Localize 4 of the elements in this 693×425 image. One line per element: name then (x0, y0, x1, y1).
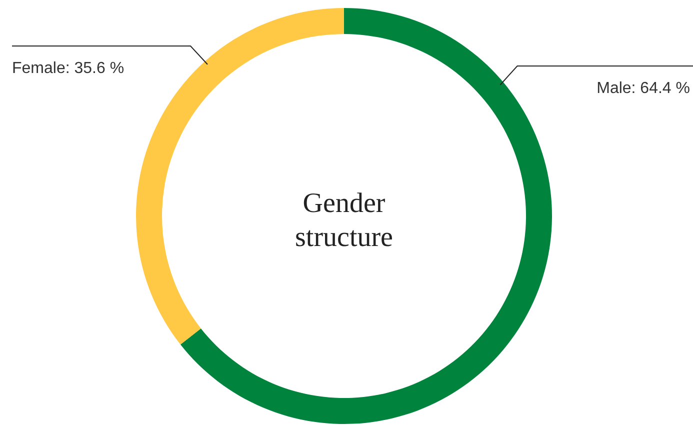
donut-slice (180, 8, 552, 424)
text: Gender structure (295, 188, 393, 253)
slice-label: Male: 64.4 % (596, 80, 690, 97)
slice-label: Female: 35.6 % (12, 60, 124, 77)
